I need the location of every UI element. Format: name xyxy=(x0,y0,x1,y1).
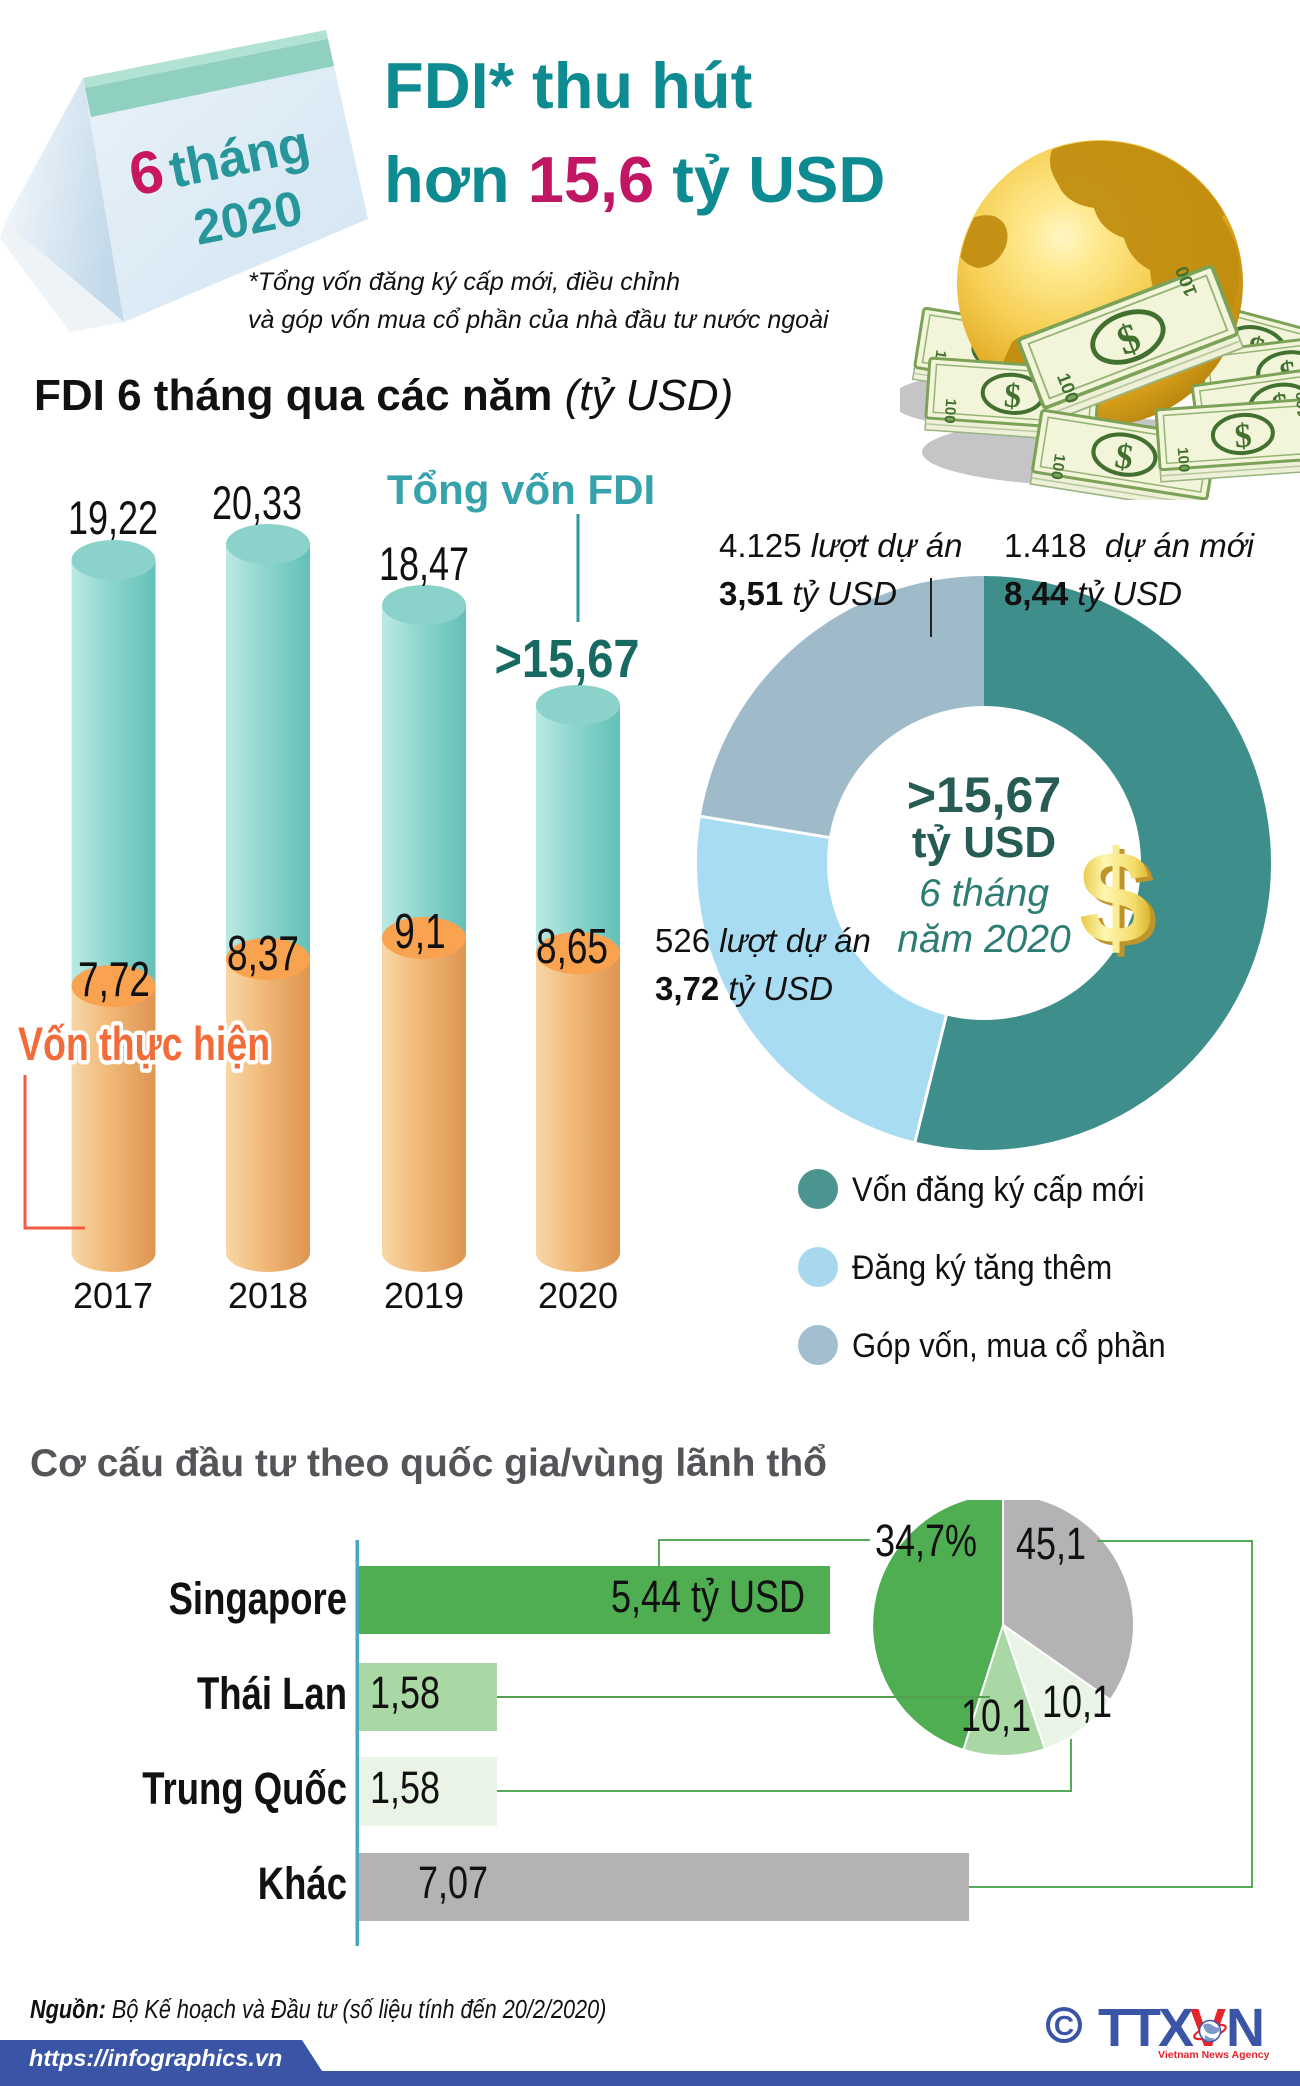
svg-text:2018: 2018 xyxy=(228,1275,308,1316)
svg-text:10,1: 10,1 xyxy=(1042,1676,1112,1727)
svg-text:Vốn thực hiện: Vốn thực hiện xyxy=(18,1018,270,1070)
svg-text:$: $ xyxy=(1084,828,1157,975)
svg-text:8,37: 8,37 xyxy=(227,927,299,981)
svg-text:https://infographics.vn: https://infographics.vn xyxy=(29,2045,282,2071)
svg-text:Singapore: Singapore xyxy=(169,1573,347,1624)
svg-text:$: $ xyxy=(1079,824,1152,971)
svg-text:>15,67: >15,67 xyxy=(494,628,639,689)
svg-text:20,33: 20,33 xyxy=(212,476,302,529)
svg-text:45,1: 45,1 xyxy=(1016,1518,1086,1569)
svg-text:2020: 2020 xyxy=(538,1275,618,1316)
svg-text:7,72: 7,72 xyxy=(78,953,150,1007)
svg-text:C: C xyxy=(1054,2010,1074,2041)
svg-text:9,1: 9,1 xyxy=(394,905,445,959)
svg-text:2019: 2019 xyxy=(384,1275,464,1316)
svg-text:8,65: 8,65 xyxy=(536,920,608,974)
svg-text:Thái Lan: Thái Lan xyxy=(197,1668,347,1719)
svg-text:18,47: 18,47 xyxy=(379,537,469,590)
svg-text:Góp vốn, mua cổ phần: Góp vốn, mua cổ phần xyxy=(852,1325,1166,1364)
svg-text:34,7%: 34,7% xyxy=(875,1515,977,1566)
svg-text:2017: 2017 xyxy=(73,1275,153,1316)
svg-text:10,1: 10,1 xyxy=(961,1690,1031,1741)
svg-text:19,22: 19,22 xyxy=(68,491,158,544)
svg-text:Vietnam News Agency: Vietnam News Agency xyxy=(1158,2049,1270,2061)
svg-text:1,58: 1,58 xyxy=(370,1667,440,1718)
svg-text:N: N xyxy=(1226,1998,1265,2058)
svg-text:Vốn đăng ký cấp mới: Vốn đăng ký cấp mới xyxy=(852,1169,1145,1208)
svg-text:Đăng ký tăng thêm: Đăng ký tăng thêm xyxy=(852,1247,1112,1286)
svg-text:Tổng vốn FDI: Tổng vốn FDI xyxy=(387,466,655,513)
svg-text:TTX: TTX xyxy=(1098,1998,1194,2058)
svg-text:Trung Quốc: Trung Quốc xyxy=(142,1763,347,1814)
svg-text:7,07: 7,07 xyxy=(418,1857,488,1908)
svg-text:Khác: Khác xyxy=(258,1858,347,1909)
svg-text:1,58: 1,58 xyxy=(370,1762,440,1813)
svg-text:5,44 tỷ USD: 5,44 tỷ USD xyxy=(611,1571,805,1622)
